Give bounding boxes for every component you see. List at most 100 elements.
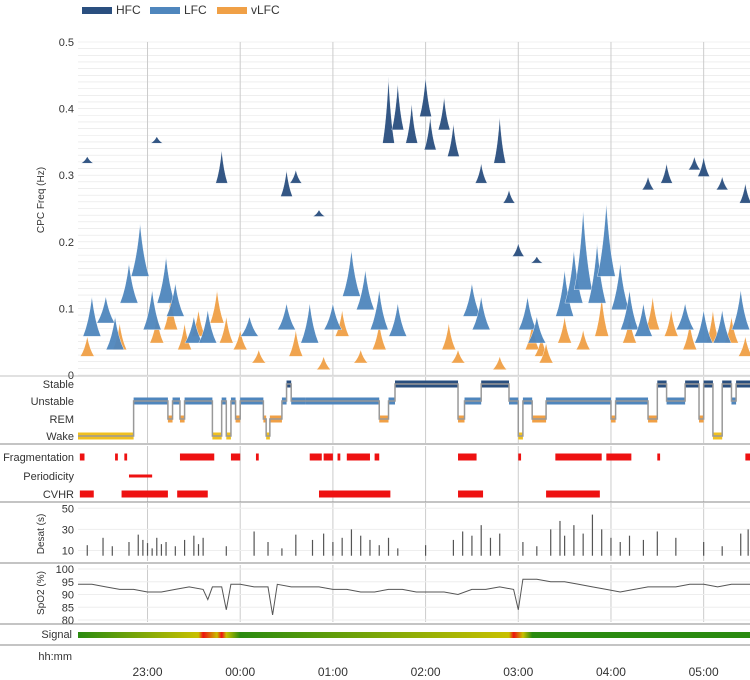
spectral-peak	[573, 209, 593, 290]
event-bar	[337, 453, 341, 461]
cpc-y-tick: 0.2	[59, 237, 74, 249]
spectral-peak	[277, 303, 296, 330]
event-bar	[115, 453, 118, 461]
spectral-peak	[731, 289, 750, 330]
desat-bars	[86, 514, 749, 556]
spectral-peak	[209, 289, 225, 324]
cpc-y-tick: 0.5	[59, 37, 74, 49]
event-bar	[79, 453, 85, 461]
desat-panel: 10 30 50 Desat (s)	[36, 503, 750, 561]
spectral-peak	[587, 243, 607, 304]
event-bar	[518, 453, 522, 461]
time-tick-label: 03:00	[503, 665, 533, 679]
spectral-peak	[527, 316, 547, 344]
spectral-peak	[437, 96, 451, 131]
cpc-y-tick: 0.3	[59, 170, 74, 182]
spectral-peak	[218, 316, 234, 344]
cpc-y-tick: 0.1	[59, 303, 74, 315]
event-bar	[458, 490, 484, 498]
lfc-series	[82, 203, 750, 350]
spectral-peak	[165, 283, 185, 317]
spectral-peak	[697, 156, 710, 177]
event-bar	[555, 453, 602, 461]
time-tick-label: 04:00	[596, 665, 626, 679]
spectral-peak	[300, 303, 320, 344]
event-bar	[606, 453, 632, 461]
event-bar	[230, 453, 241, 461]
event-bar	[124, 453, 128, 461]
spectral-peak	[447, 123, 460, 157]
spectral-peak	[198, 309, 218, 344]
event-bar	[177, 490, 208, 498]
spo2-y-axis-label: SpO2 (%)	[36, 571, 47, 615]
desat-y-tick: 30	[62, 524, 74, 536]
stage-label: Stable	[43, 379, 74, 391]
cpc-y-ticks: 00.10.20.30.40.5	[59, 37, 74, 382]
legend-label-hfc: HFC	[116, 3, 141, 17]
event-bar	[546, 490, 600, 498]
desat-y-tick: 50	[62, 503, 74, 515]
signal-quality-bar	[78, 632, 750, 638]
spo2-y-tick: 80	[62, 615, 74, 627]
spo2-y-tick: 85	[62, 602, 74, 614]
spectral-peak	[142, 289, 162, 330]
event-bar	[458, 453, 477, 461]
spectral-peak	[150, 136, 164, 144]
spectral-peak	[712, 309, 732, 344]
spo2-y-tick: 100	[56, 564, 74, 576]
spectral-peak	[645, 296, 660, 330]
desat-y-tick: 10	[62, 545, 74, 557]
event-bar	[128, 474, 153, 478]
event-bar	[121, 490, 168, 498]
event-bar	[318, 490, 391, 498]
spectral-peak	[610, 263, 630, 310]
spectral-peak	[597, 203, 616, 277]
stage-label: REM	[50, 414, 74, 426]
spo2-y-tick: 95	[62, 577, 74, 589]
spectral-peak	[232, 329, 248, 350]
panel-separators	[0, 375, 750, 646]
legend-label-lfc: LFC	[184, 3, 207, 17]
events-panel: Fragmentation Periodicity CVHR	[3, 446, 750, 502]
spectral-peak	[240, 316, 259, 337]
spectral-peak	[356, 269, 375, 310]
event-row-label: Periodicity	[23, 471, 74, 483]
time-axis-ticks: 23:00 00:00 01:00 02:00 03:00 04:00 05:00	[133, 665, 719, 679]
spectral-peak	[312, 209, 326, 217]
desat-gridlines	[78, 503, 750, 561]
spectral-peak	[557, 316, 572, 344]
spectral-peak	[82, 296, 102, 337]
spo2-y-tick: 90	[62, 590, 74, 602]
x-axis-label: hh:mm	[38, 651, 72, 663]
spectral-peak	[538, 342, 554, 364]
event-bar	[255, 453, 259, 461]
spectral-peak	[382, 76, 395, 144]
cpc-y-tick: 0.4	[59, 104, 74, 116]
cpc-y-axis-label: CPC Freq (Hz)	[36, 167, 47, 233]
spectral-peak	[511, 243, 525, 257]
legend-swatch-hfc	[82, 7, 112, 14]
spectral-peak	[288, 329, 304, 357]
spectral-peak	[388, 303, 408, 337]
spectral-peak	[289, 169, 303, 184]
spectral-peak	[369, 289, 389, 330]
event-bar	[346, 453, 370, 461]
spectral-peak	[79, 336, 95, 357]
spectral-peak	[675, 303, 695, 330]
spectral-peak	[620, 289, 639, 330]
legend-swatch-lfc	[150, 7, 180, 14]
time-tick-label: 02:00	[411, 665, 441, 679]
spectral-peak	[737, 336, 750, 357]
event-bar	[374, 453, 380, 461]
spectral-peak	[493, 116, 506, 164]
spectral-peak	[555, 269, 574, 317]
spo2-line	[78, 578, 750, 615]
desat-y-ticks: 10 30 50	[62, 503, 74, 557]
hypnogram-transition-line	[78, 383, 750, 437]
spectral-peak	[96, 296, 116, 324]
spectral-peak	[575, 329, 591, 350]
event-bar	[179, 453, 215, 461]
hypnogram-panel: Stable Unstable REM Wake	[31, 377, 750, 443]
time-tick-label: 05:00	[689, 665, 719, 679]
